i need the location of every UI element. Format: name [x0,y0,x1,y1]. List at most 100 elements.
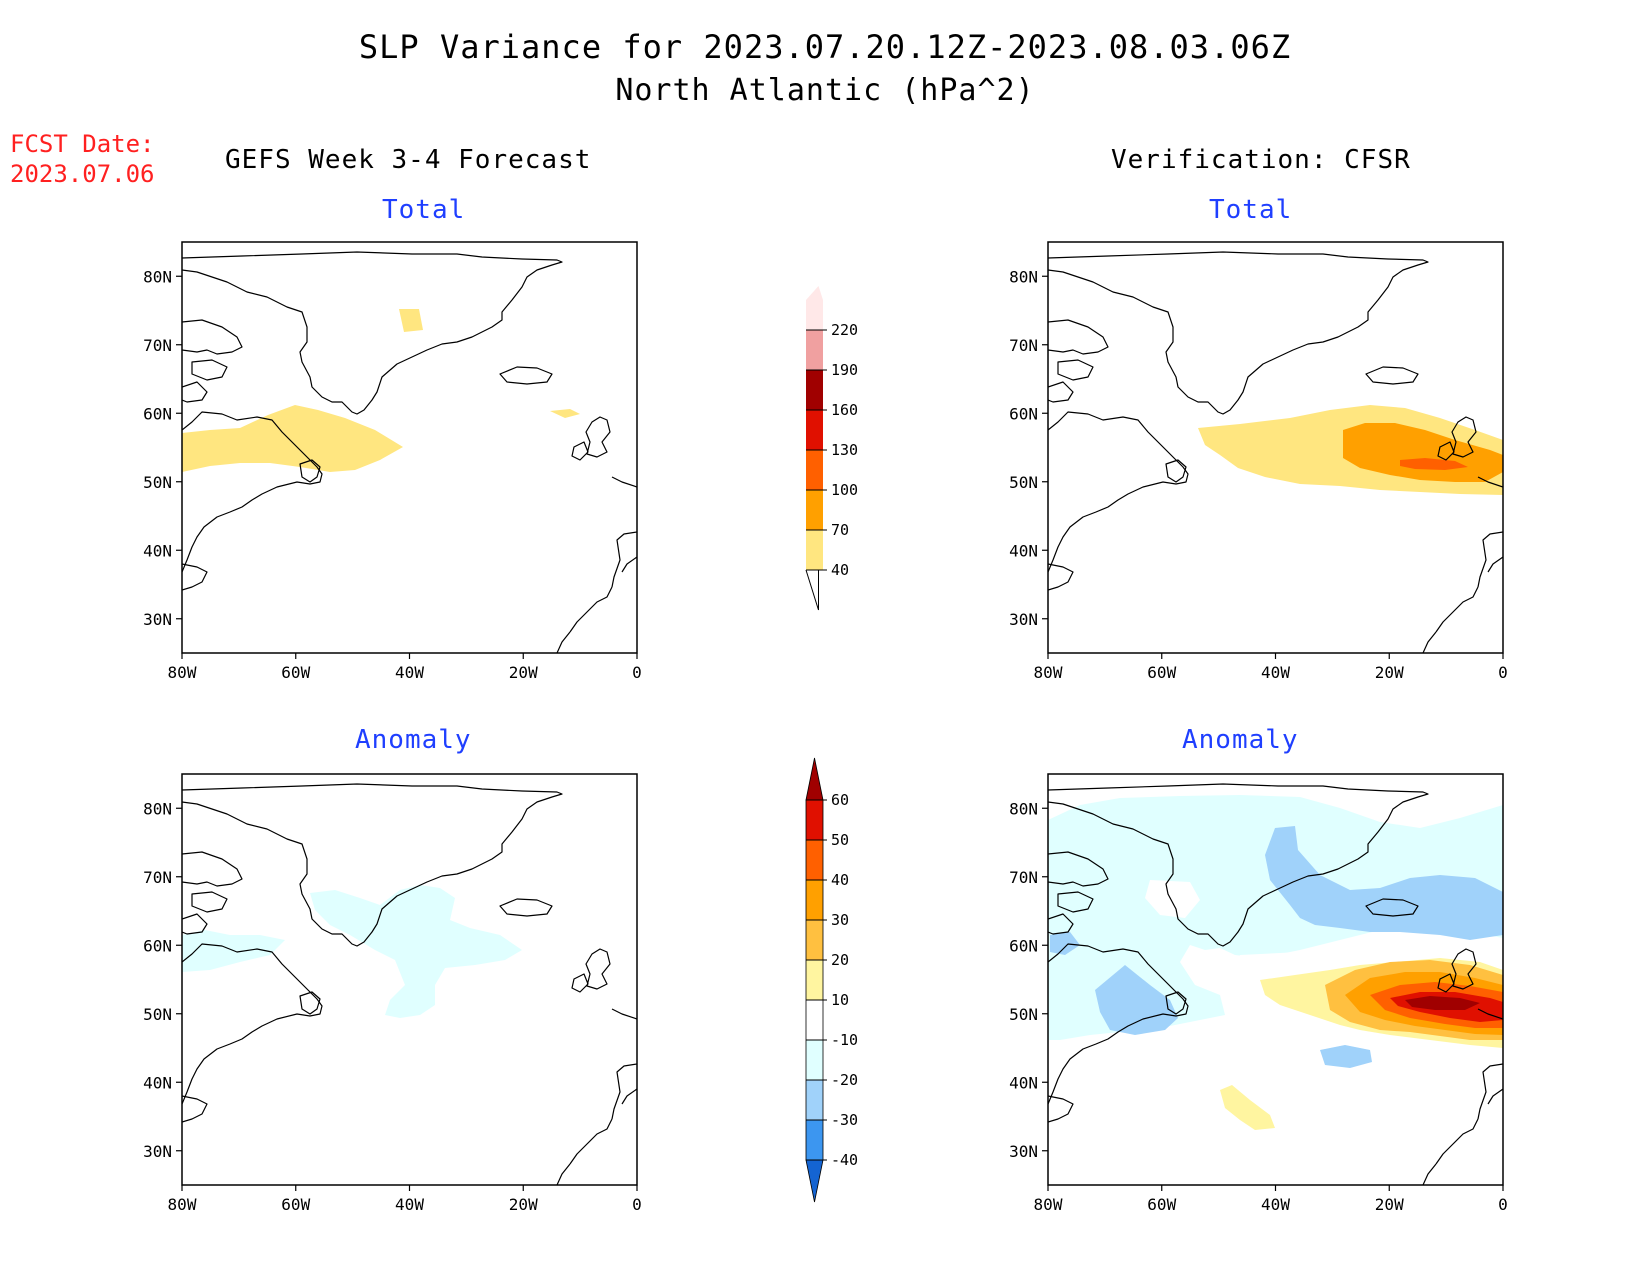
colorbar-segment [806,880,823,920]
lon-label: 40W [1261,1195,1290,1214]
forecast-anomaly-fill [310,885,522,1018]
lon-label: 40W [1261,663,1290,682]
lon-label: 0 [1498,1195,1508,1214]
lat-label: 30N [143,610,172,629]
lat-label: 40N [1009,541,1038,560]
colorbar-label: -40 [831,1151,858,1169]
forecast-total-title: Total [382,195,466,225]
lon-label: 40W [395,1195,424,1214]
colorbar-label: 20 [831,951,849,969]
lat-label: 50N [143,1005,172,1024]
forecast-total-axes: 80N 70N 60N 50N 40N 30N 80W 60W 40W 20W 0 [143,267,642,682]
colorbar-segment [806,960,823,1000]
lat-label: 40N [1009,1073,1038,1092]
colorbar-label: -10 [831,1031,858,1049]
colorbar-label: -20 [831,1071,858,1089]
lat-label: 30N [1009,610,1038,629]
verification-anomaly-fill [1265,826,1503,940]
lat-label: 40N [143,1073,172,1092]
colorbar-bottom-arrow [805,1159,824,1203]
lat-label: 60N [143,404,172,423]
verification-total-map: 80N 70N 60N 50N 40N 30N 80W 60W 40W 20W 0 [1009,241,1508,682]
lat-label: 30N [1009,1142,1038,1161]
lat-label: 50N [1009,1005,1038,1024]
verification-anomaly-title: Anomaly [1182,725,1299,755]
lat-label: 70N [143,868,172,887]
lat-label: 80N [1009,267,1038,286]
forecast-total-map: 80N 70N 60N 50N 40N 30N 80W 60W 40W 20W 0 [143,241,642,682]
lat-label: 30N [143,1142,172,1161]
colorbar-segment [806,330,823,370]
verification-anomaly-map: 80N 70N 60N 50N 40N 30N 80W 60W 40W 20W 0 [1009,773,1508,1214]
lon-label: 20W [509,1195,538,1214]
lat-label: 80N [143,799,172,818]
colorbar-segment [806,530,823,570]
verification-total-axes: 80N 70N 60N 50N 40N 30N 80W 60W 40W 20W 0 [1009,267,1508,682]
colorbar-segment [806,450,823,490]
forecast-column-title: GEFS Week 3-4 Forecast [225,145,592,175]
colorbar-top-arrow [806,286,823,330]
lat-label: 50N [143,473,172,492]
verification-anomaly-fill [1095,965,1178,1035]
colorbar-label: 100 [831,481,858,499]
lat-label: 70N [1009,336,1038,355]
lat-label: 70N [1009,868,1038,887]
colorbar-segment [806,1080,823,1120]
forecast-anomaly-title: Anomaly [355,725,472,755]
colorbar-segment [806,800,823,840]
lon-label: 60W [281,663,310,682]
lon-label: 80W [168,1195,197,1214]
colorbar-label: 50 [831,831,849,849]
verification-anomaly-axes: 80N 70N 60N 50N 40N 30N 80W 60W 40W 20W 0 [1009,799,1508,1214]
colorbar-label: 160 [831,401,858,419]
colorbar-segment [806,1000,823,1040]
forecast-total-fill [182,405,403,472]
forecast-total-fill [550,409,580,418]
verification-anomaly-fill [1048,795,1503,1040]
lat-label: 80N [143,267,172,286]
colorbar-label: 130 [831,441,858,459]
colorbar-segment [806,840,823,880]
lon-label: 40W [395,663,424,682]
anomaly-colorbar: 60 50 40 30 20 10 -10 -20 -30 -40 [805,757,858,1203]
colorbar-segment [806,920,823,960]
colorbar-top-arrow [805,757,824,801]
lat-label: 50N [1009,473,1038,492]
lon-label: 20W [1375,663,1404,682]
colorbar-label: 40 [831,871,849,889]
verification-total-fill [1400,458,1468,470]
colorbar-label: 10 [831,991,849,1009]
colorbar-segment [806,1120,823,1160]
verification-anomaly-fill [1050,932,1080,955]
forecast-anomaly-map: 80N 70N 60N 50N 40N 30N 80W 60W 40W 20W 0 [143,773,642,1214]
colorbar-label: 220 [831,321,858,339]
lon-label: 20W [1375,1195,1404,1214]
main-title: SLP Variance for 2023.07.20.12Z-2023.08.… [358,28,1292,66]
lon-label: 80W [1034,1195,1063,1214]
lon-label: 80W [1034,663,1063,682]
lat-label: 40N [143,541,172,560]
lon-label: 0 [632,663,642,682]
colorbar-label: 40 [831,561,849,579]
lon-label: 20W [509,663,538,682]
verification-total-title: Total [1209,195,1293,225]
colorbar-segment [806,410,823,450]
lon-label: 60W [281,1195,310,1214]
verification-anomaly-fill [1405,996,1480,1010]
colorbar-label: -30 [831,1111,858,1129]
lon-label: 0 [1498,663,1508,682]
lat-label: 60N [143,936,172,955]
fcst-date-label: FCST Date: [10,130,155,158]
colorbar-label: 60 [831,791,849,809]
total-colorbar: 40 70 100 130 160 190 220 [805,286,858,611]
fcst-date-value: 2023.07.06 [10,160,155,188]
lat-label: 70N [143,336,172,355]
verification-column-title: Verification: CFSR [1111,145,1411,175]
colorbar-segment [806,1040,823,1080]
colorbar-label: 190 [831,361,858,379]
forecast-total-fill [399,309,423,332]
colorbar-lower-end [805,569,819,611]
lat-label: 60N [1009,936,1038,955]
verification-anomaly-fill [1320,1045,1372,1068]
